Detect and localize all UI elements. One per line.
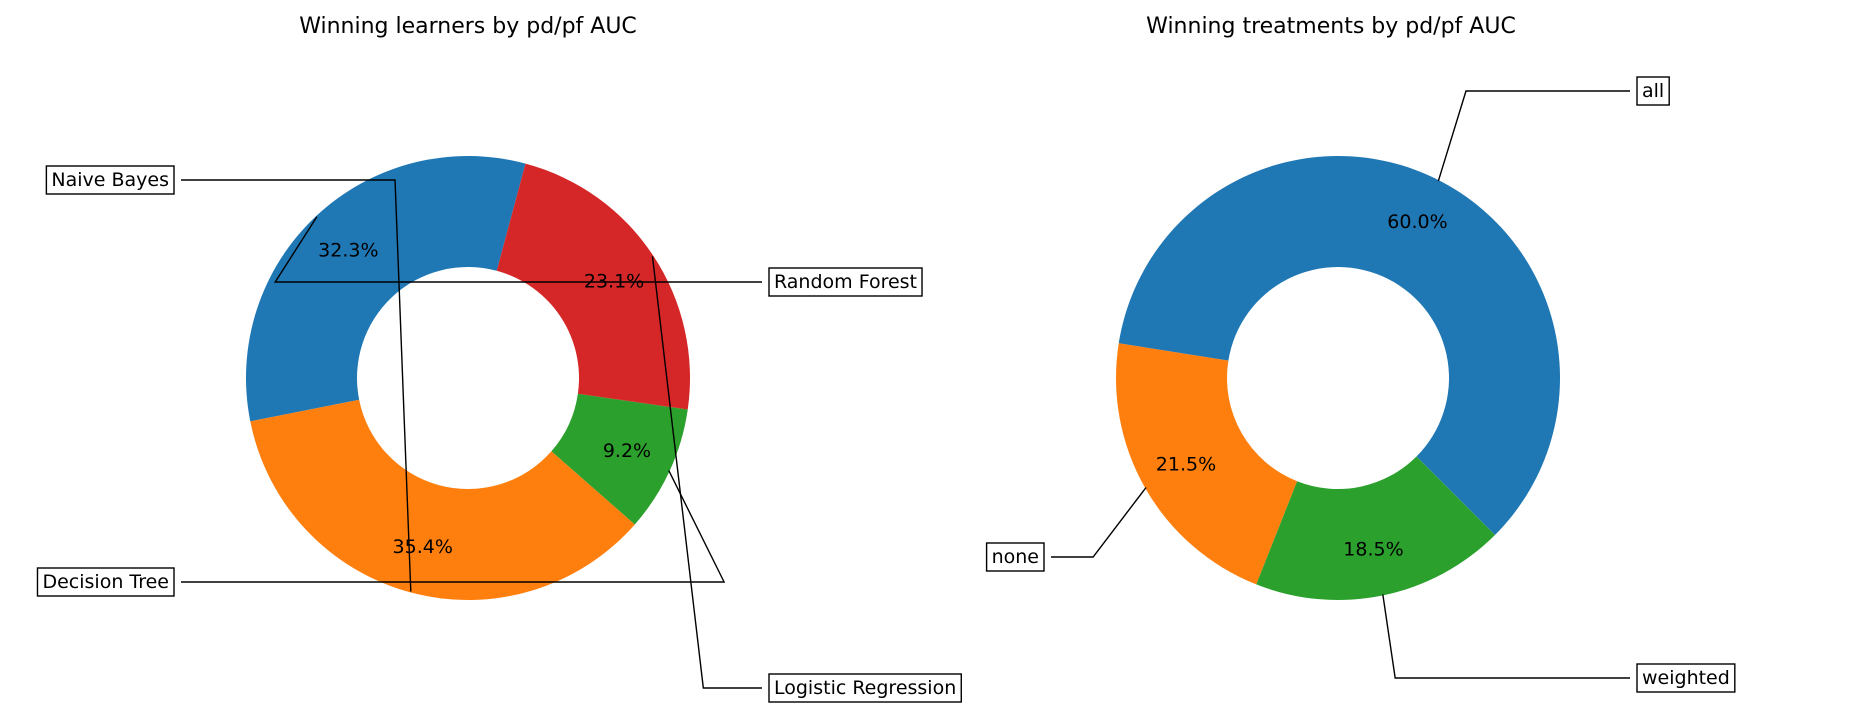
category-label-logistic-regression: Logistic Regression [774, 677, 956, 699]
leader-line-random-forest [273, 216, 762, 283]
category-label-random-forest: Random Forest [774, 271, 917, 293]
learners-donut-chart: Winning learners by pd/pf AUC 32.3% 35.4%… [36, 14, 962, 703]
treatments-donut-chart: Winning treatments by pd/pf AUC 60.0% 21.… [985, 14, 1736, 693]
slice-naive-bayes [250, 399, 635, 601]
slices: 32.3%35.4%9.2%23.1% [246, 156, 691, 601]
slice-random-forest [246, 156, 526, 422]
value-label-none: 21.5% [1156, 454, 1216, 476]
labels: Random Forest Naive Bayes Decision Tree Log… [36, 165, 962, 703]
label-box-random-forest [768, 267, 923, 297]
slice-logistic-regression [496, 163, 691, 410]
category-label-decision-tree: Decision Tree [42, 571, 169, 593]
chart-title: Winning treatments by pd/pf AUC [1146, 14, 1516, 39]
labels: all none weighted [985, 76, 1736, 693]
leader-line-weighted [1382, 594, 1630, 679]
label-box-decision-tree [36, 567, 175, 597]
slice-all [1118, 156, 1560, 535]
label-box-all [1636, 76, 1670, 106]
category-label-all: all [1642, 80, 1664, 102]
value-label-all: 60.0% [1387, 211, 1447, 233]
leader-line-decision-tree [181, 470, 726, 583]
leader-line-all [1437, 90, 1630, 182]
label-box-none [985, 542, 1045, 572]
leader-line-logistic-regression [651, 256, 762, 689]
slice-none [1116, 343, 1298, 585]
value-label-decision-tree: 9.2% [603, 440, 651, 462]
slices: 60.0% 21.5% 18.5% [1116, 156, 1560, 600]
category-label-none: none [992, 546, 1039, 568]
value-label-naive-bayes: 35.4% [393, 536, 453, 558]
leader-line-none [1051, 487, 1147, 558]
leader-line-naive-bayes [181, 179, 412, 592]
category-label-naive-bayes: Naive Bayes [51, 169, 169, 191]
slice-weighted [1256, 456, 1495, 600]
category-label-weighted: weighted [1642, 667, 1730, 689]
value-label-weighted: 18.5% [1343, 538, 1403, 560]
label-box-naive-bayes [45, 165, 175, 195]
slice-decision-tree [551, 393, 688, 525]
label-box-logistic-regression [768, 673, 962, 703]
chart-title: Winning learners by pd/pf AUC [299, 14, 637, 39]
label-box-weighted [1636, 663, 1736, 693]
value-label-random-forest: 32.3% [318, 239, 378, 261]
